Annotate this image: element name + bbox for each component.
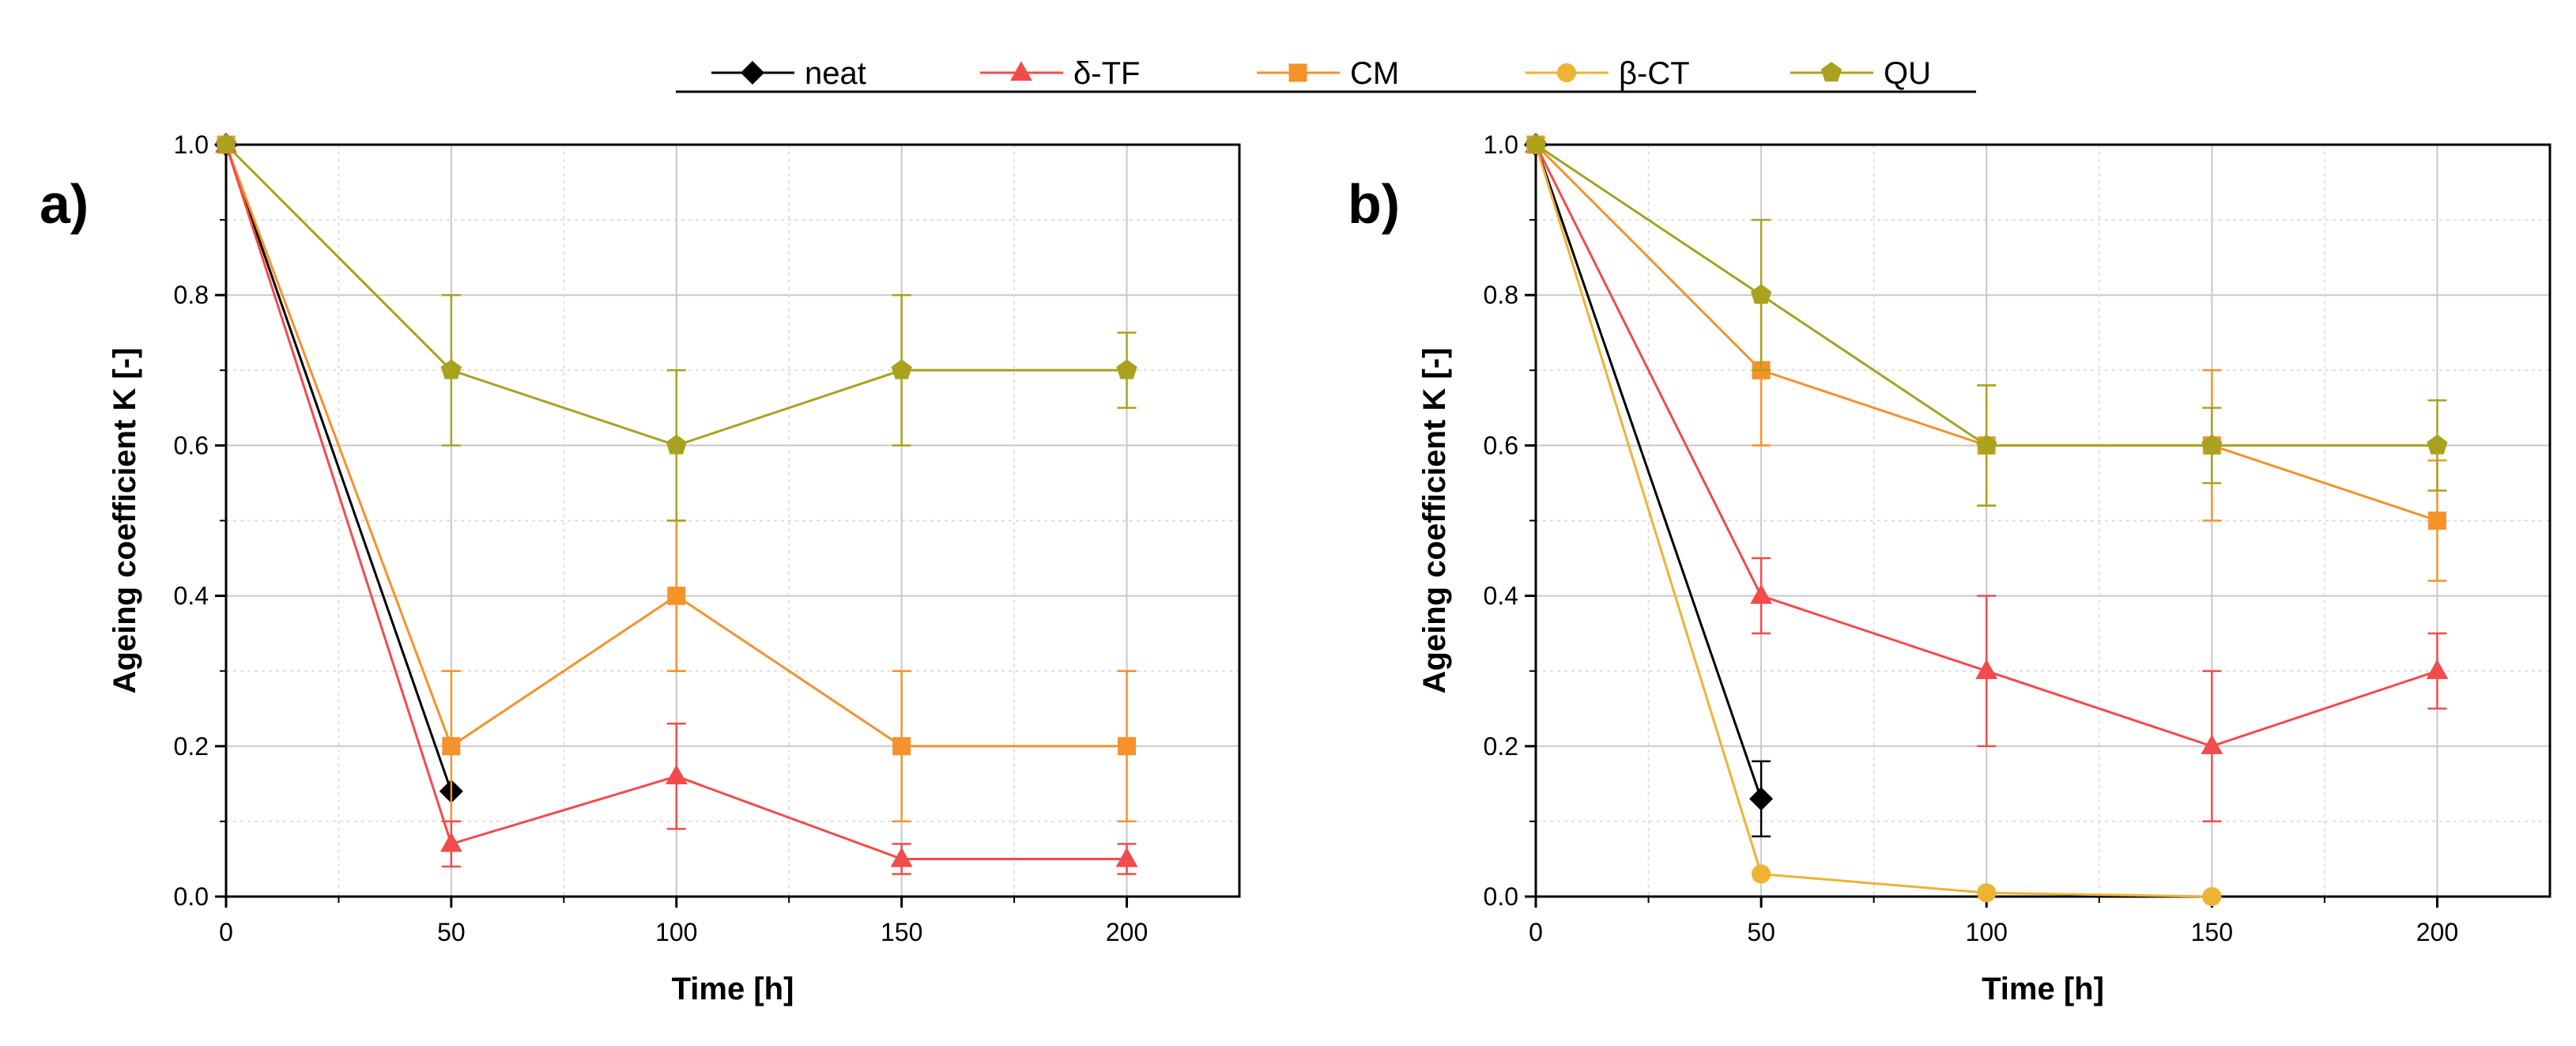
legend: neat δ-TF CM β-CT QU (676, 56, 1976, 93)
y-tick-label: 0.2 (1484, 732, 1518, 761)
grid (226, 145, 1239, 897)
grid (1536, 145, 2550, 897)
point-qu (1750, 284, 1772, 304)
ticks: 0 50 100 150 200 0.0 0.2 0.4 0.6 0.8 1.0 (174, 130, 1148, 946)
x-tick-label: 200 (1106, 918, 1148, 946)
point-qu (440, 359, 462, 380)
y-tick-label: 0.8 (174, 281, 209, 309)
y-tick-label: 0.6 (1484, 431, 1518, 459)
legend-marker-neat (740, 60, 765, 85)
legend-entry-dtf: δ-TF (980, 56, 1140, 91)
y-tick-label: 1.0 (1484, 130, 1518, 159)
point-qu (891, 359, 912, 380)
series-dtf (1525, 133, 2449, 823)
point-cm (667, 587, 686, 606)
point-qu (1525, 134, 1547, 154)
x-tick-label: 200 (2416, 918, 2458, 946)
point-cm (1118, 737, 1137, 756)
point-bct (1752, 864, 1771, 884)
panel-label: b) (1348, 173, 1400, 235)
series-dtf (215, 133, 1138, 875)
point-dtf (439, 832, 462, 852)
x-tick-label: 150 (881, 918, 922, 946)
y-axis-title: Ageing coefficient K [-] (1417, 348, 1452, 694)
y-tick-label: 0.4 (1484, 582, 1518, 610)
series-line-bct (1534, 144, 2212, 898)
x-tick-label: 100 (655, 918, 697, 946)
point-dtf (890, 847, 913, 867)
legend-entry-neat: neat (711, 56, 866, 91)
x-tick-label: 150 (2191, 918, 2233, 946)
series-qu (215, 134, 1137, 522)
point-cm (2427, 512, 2446, 530)
y-tick-label: 0.4 (174, 582, 209, 610)
point-dtf (1115, 847, 1138, 867)
x-tick-label: 0 (1529, 918, 1543, 946)
point-qu (215, 134, 237, 154)
x-axis-title: Time [h] (672, 972, 794, 1006)
x-axis-title: Time [h] (1982, 972, 2104, 1006)
y-axis-title: Ageing coefficient K [-] (107, 348, 142, 694)
point-qu (1116, 359, 1137, 380)
point-dtf (2426, 659, 2449, 679)
y-tick-label: 0.6 (174, 431, 209, 459)
point-dtf (1750, 583, 1773, 604)
y-tick-label: 0.0 (1484, 882, 1518, 911)
panel-label: a) (40, 173, 89, 235)
point-dtf (665, 765, 688, 784)
point-neat (1749, 787, 1774, 811)
x-tick-label: 100 (1966, 918, 2008, 946)
point-qu (2201, 434, 2223, 455)
panel-b: 0 50 100 150 200 0.0 0.2 0.4 0.6 0.8 1.0 Time [h] Ag… (1348, 130, 2551, 1006)
legend-label-neat: neat (805, 56, 866, 91)
legend-entry-cm: CM (1257, 56, 1399, 91)
panel-a: 0 50 100 150 200 0.0 0.2 0.4 0.6 0.8 1.0 Time [h] Ag… (40, 130, 1241, 1006)
y-tick-label: 1.0 (174, 130, 209, 159)
legend-marker-dtf (1010, 61, 1032, 81)
point-dtf (1975, 659, 1998, 679)
legend-entry-qu: QU (1790, 56, 1931, 91)
point-dtf (2201, 734, 2223, 754)
legend-label-dtf: δ-TF (1073, 56, 1140, 91)
point-bct (1977, 883, 1997, 903)
legend-marker-bct (1556, 62, 1577, 83)
legend-marker-cm (1288, 63, 1307, 82)
point-cm (442, 737, 461, 756)
y-tick-label: 0.2 (174, 732, 209, 761)
series-line-neat (224, 144, 453, 792)
y-tick-label: 0.8 (1484, 281, 1518, 309)
point-cm (892, 737, 911, 756)
y-tick-label: 0.0 (174, 882, 209, 911)
x-tick-label: 50 (1747, 918, 1775, 946)
x-tick-label: 50 (437, 918, 466, 946)
point-qu (1976, 434, 1997, 455)
legend-label-cm: CM (1350, 56, 1399, 91)
point-qu (2427, 434, 2448, 455)
point-qu (666, 434, 687, 455)
legend-label-bct: β-CT (1619, 56, 1690, 91)
series-qu (1525, 134, 2448, 507)
x-tick-label: 0 (219, 918, 233, 946)
legend-marker-qu (1820, 62, 1842, 82)
series-line-neat (1534, 144, 1763, 799)
legend-entry-bct: β-CT (1526, 56, 1690, 91)
point-bct (2202, 886, 2222, 907)
ticks: 0 50 100 150 200 0.0 0.2 0.4 0.6 0.8 1.0 (1484, 130, 2459, 946)
legend-label-qu: QU (1884, 56, 1931, 91)
